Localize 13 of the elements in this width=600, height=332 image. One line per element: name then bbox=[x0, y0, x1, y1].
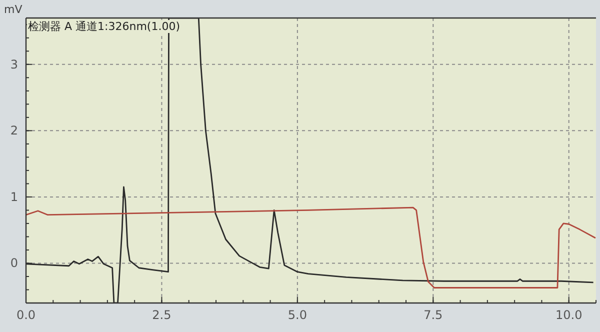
x-tick-label: 10.0 bbox=[556, 308, 582, 322]
y-tick-label: 2 bbox=[10, 124, 18, 138]
x-tick-label: 0.0 bbox=[16, 308, 36, 322]
y-tick-label: 0 bbox=[10, 256, 18, 270]
x-tick-label: 2.5 bbox=[152, 308, 172, 322]
x-tick-label: 5.0 bbox=[288, 308, 307, 322]
annotation: 检测器 A 通道1:326nm(1.00) bbox=[28, 20, 180, 33]
y-axis-title: mV bbox=[4, 3, 23, 16]
line-series bbox=[26, 18, 594, 303]
x-tick-label: 7.5 bbox=[424, 308, 443, 322]
y-tick-label: 3 bbox=[10, 57, 18, 72]
y-tick-label: 1 bbox=[10, 190, 18, 204]
line-series bbox=[26, 206, 596, 288]
